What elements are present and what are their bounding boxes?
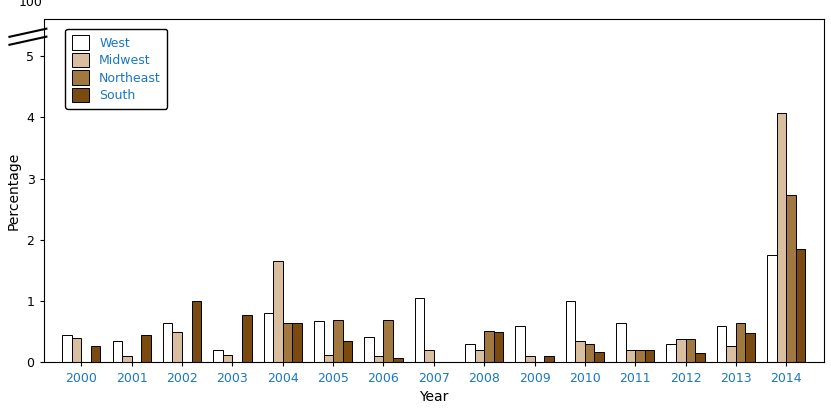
Bar <box>544 356 553 363</box>
Y-axis label: Percentage: Percentage <box>7 152 21 230</box>
Legend: West, Midwest, Northeast, South: West, Midwest, Northeast, South <box>66 29 167 109</box>
Bar <box>726 346 736 363</box>
Bar <box>383 320 393 363</box>
Bar <box>767 255 777 363</box>
Bar <box>323 355 333 363</box>
Bar <box>62 335 71 363</box>
Bar <box>645 350 654 363</box>
Bar <box>686 339 696 363</box>
Bar <box>626 350 635 363</box>
X-axis label: Year: Year <box>419 390 449 404</box>
Bar <box>242 315 252 363</box>
Bar <box>777 113 786 363</box>
Bar <box>676 339 686 363</box>
Bar <box>293 323 302 363</box>
Bar <box>415 298 424 363</box>
Bar <box>635 350 645 363</box>
Bar <box>112 341 122 363</box>
Bar <box>594 352 604 363</box>
Bar <box>214 350 223 363</box>
Bar <box>393 358 402 363</box>
Bar <box>71 338 81 363</box>
Bar <box>163 323 173 363</box>
Bar <box>786 195 796 363</box>
Bar <box>173 332 182 363</box>
Bar <box>796 249 805 363</box>
Bar <box>273 261 283 363</box>
Bar <box>616 323 626 363</box>
Bar <box>283 323 293 363</box>
Bar <box>342 341 352 363</box>
Bar <box>745 333 755 363</box>
Bar <box>566 301 575 363</box>
Bar <box>141 335 150 363</box>
Bar <box>223 355 233 363</box>
Bar <box>525 356 534 363</box>
Text: 100: 100 <box>19 0 42 9</box>
Bar <box>424 350 434 363</box>
Bar <box>333 320 342 363</box>
Bar <box>364 337 374 363</box>
Bar <box>465 344 475 363</box>
Bar <box>575 341 585 363</box>
Bar <box>585 344 594 363</box>
Bar <box>475 350 484 363</box>
Bar <box>717 326 726 363</box>
Bar <box>374 356 383 363</box>
Bar <box>91 346 101 363</box>
Bar <box>192 301 201 363</box>
Bar <box>484 330 494 363</box>
Bar <box>263 314 273 363</box>
Bar <box>494 332 504 363</box>
Bar <box>515 326 525 363</box>
Bar <box>736 323 745 363</box>
Bar <box>314 321 323 363</box>
Bar <box>666 344 676 363</box>
Bar <box>696 353 705 363</box>
Bar <box>122 356 131 363</box>
